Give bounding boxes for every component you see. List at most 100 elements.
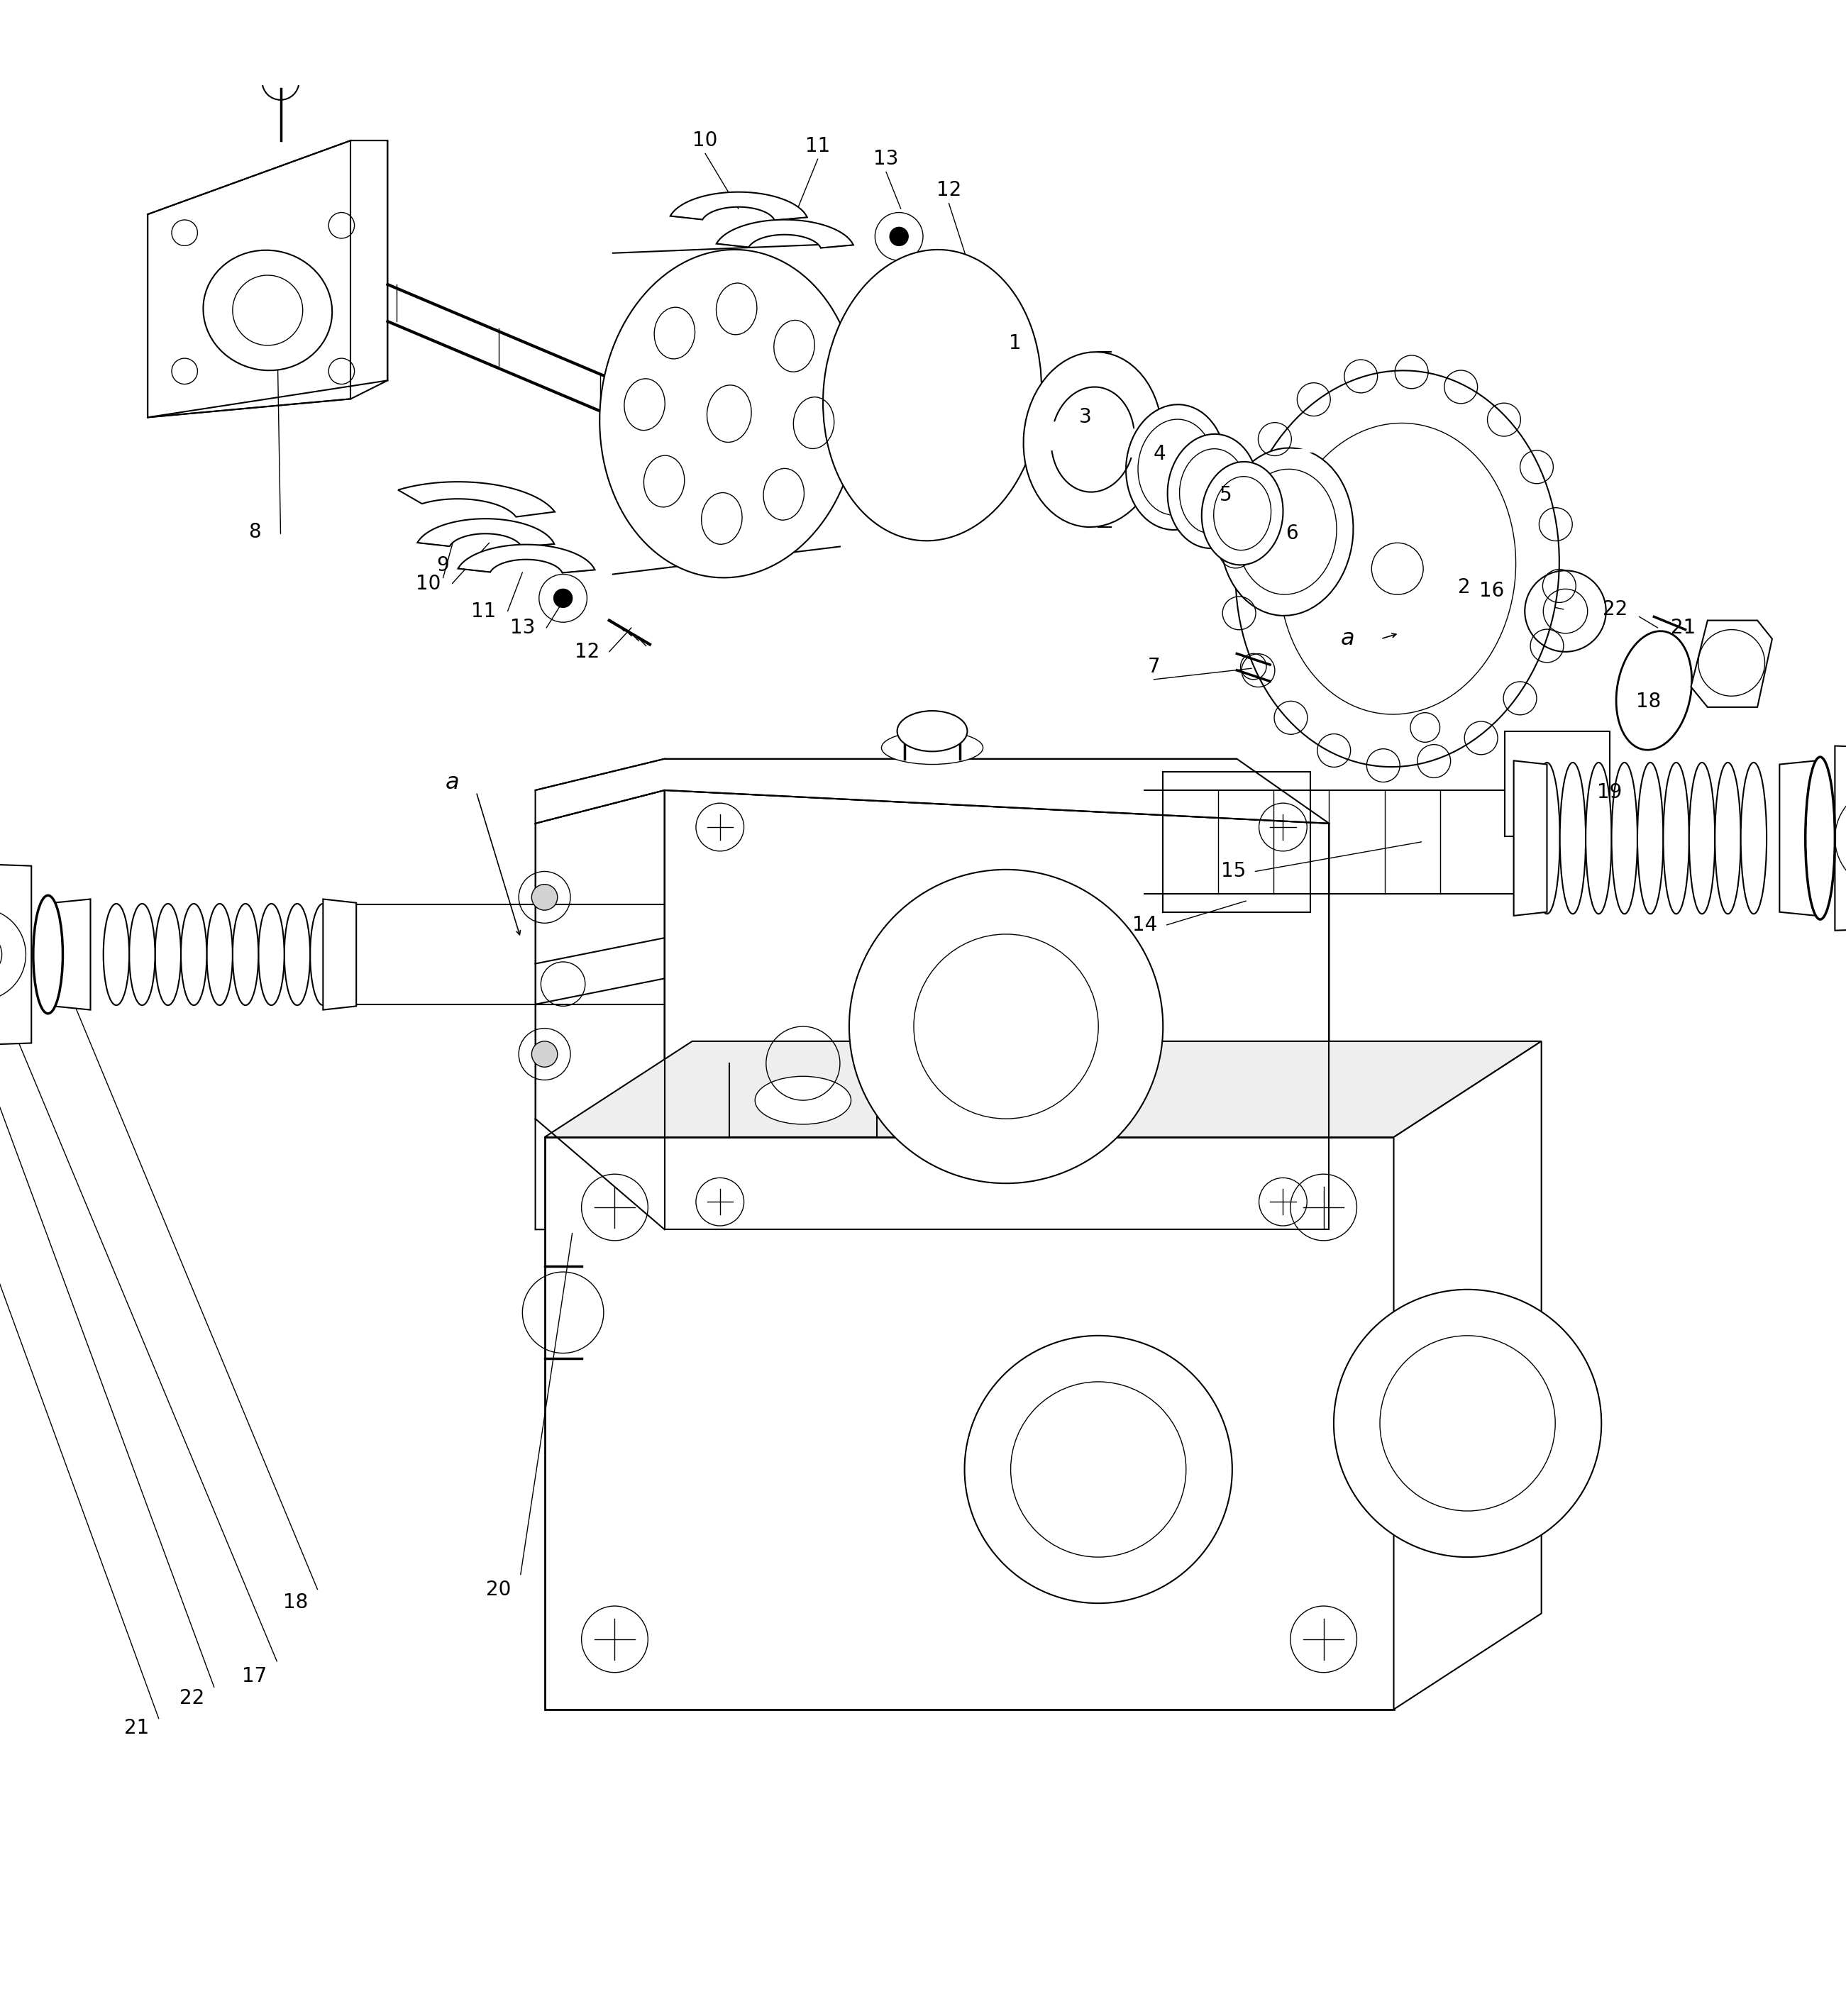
Polygon shape	[54, 899, 90, 1010]
Ellipse shape	[1381, 1337, 1554, 1510]
Ellipse shape	[1010, 1381, 1185, 1556]
Text: 4: 4	[1154, 444, 1165, 464]
Polygon shape	[0, 863, 31, 1046]
Ellipse shape	[1279, 423, 1516, 714]
Ellipse shape	[1333, 1290, 1602, 1556]
Ellipse shape	[1663, 762, 1689, 913]
Polygon shape	[1394, 1040, 1541, 1710]
Ellipse shape	[964, 1337, 1233, 1603]
Circle shape	[554, 589, 572, 607]
Polygon shape	[323, 899, 356, 1010]
Ellipse shape	[33, 895, 63, 1014]
Text: 19: 19	[1597, 782, 1623, 802]
Ellipse shape	[1167, 433, 1259, 548]
Ellipse shape	[203, 250, 332, 371]
Polygon shape	[545, 1040, 1541, 1137]
Text: 8: 8	[249, 522, 260, 542]
Ellipse shape	[103, 903, 129, 1006]
Text: 1: 1	[1010, 333, 1021, 353]
Ellipse shape	[1023, 353, 1163, 526]
Ellipse shape	[755, 1077, 851, 1125]
Ellipse shape	[1137, 419, 1215, 516]
Text: 13: 13	[509, 617, 535, 637]
Polygon shape	[1835, 746, 1846, 931]
Text: 3: 3	[1080, 407, 1091, 427]
Text: 21: 21	[1671, 617, 1696, 637]
Text: 18: 18	[1636, 691, 1661, 712]
Text: 11: 11	[471, 601, 497, 621]
Ellipse shape	[897, 712, 967, 752]
Text: 9: 9	[438, 554, 449, 575]
Ellipse shape	[155, 903, 181, 1006]
Polygon shape	[670, 192, 807, 220]
Ellipse shape	[258, 903, 284, 1006]
Ellipse shape	[233, 276, 303, 345]
Ellipse shape	[233, 903, 258, 1006]
Text: 16: 16	[1479, 581, 1504, 601]
Ellipse shape	[129, 903, 155, 1006]
Text: 18: 18	[282, 1593, 308, 1613]
Ellipse shape	[823, 250, 1041, 540]
Ellipse shape	[181, 903, 207, 1006]
Ellipse shape	[284, 903, 310, 1006]
Polygon shape	[1780, 760, 1816, 915]
Ellipse shape	[1220, 448, 1353, 615]
Ellipse shape	[914, 933, 1098, 1119]
Ellipse shape	[1126, 405, 1226, 530]
Ellipse shape	[1534, 762, 1560, 913]
Ellipse shape	[1612, 762, 1637, 913]
Text: 12: 12	[936, 179, 962, 200]
Circle shape	[532, 1040, 557, 1066]
Text: 10: 10	[415, 573, 441, 593]
Text: 21: 21	[124, 1718, 150, 1738]
Circle shape	[890, 228, 908, 246]
Ellipse shape	[849, 869, 1163, 1183]
Ellipse shape	[1202, 462, 1283, 564]
Ellipse shape	[1235, 371, 1560, 766]
Polygon shape	[458, 544, 594, 573]
Polygon shape	[148, 141, 388, 417]
Text: 2: 2	[1458, 577, 1469, 597]
Text: 5: 5	[1220, 486, 1231, 504]
Polygon shape	[716, 220, 853, 248]
Ellipse shape	[310, 903, 336, 1006]
Ellipse shape	[1805, 756, 1835, 919]
Ellipse shape	[882, 732, 982, 764]
Ellipse shape	[1689, 762, 1715, 913]
Ellipse shape	[1180, 450, 1246, 534]
Polygon shape	[399, 482, 556, 516]
Ellipse shape	[1715, 762, 1741, 913]
Text: 15: 15	[1220, 861, 1246, 881]
Ellipse shape	[1237, 470, 1337, 595]
Text: 11: 11	[805, 137, 831, 155]
Polygon shape	[1514, 760, 1547, 915]
Text: 10: 10	[692, 131, 718, 151]
Text: 20: 20	[485, 1579, 511, 1599]
Text: 14: 14	[1132, 915, 1157, 935]
Polygon shape	[1691, 621, 1772, 708]
Text: 12: 12	[574, 641, 600, 661]
Ellipse shape	[1586, 762, 1612, 913]
Text: 6: 6	[1287, 524, 1298, 544]
Ellipse shape	[207, 903, 233, 1006]
Text: 22: 22	[179, 1687, 205, 1708]
Ellipse shape	[1637, 762, 1663, 913]
Polygon shape	[545, 1137, 1394, 1710]
Text: 17: 17	[242, 1667, 268, 1685]
Ellipse shape	[1617, 631, 1691, 750]
Polygon shape	[535, 790, 665, 1230]
Polygon shape	[417, 518, 554, 546]
Polygon shape	[1504, 732, 1610, 837]
Ellipse shape	[600, 250, 858, 579]
Text: a: a	[445, 772, 460, 794]
Polygon shape	[665, 790, 1329, 1230]
Ellipse shape	[1741, 762, 1767, 913]
Text: 13: 13	[873, 149, 899, 169]
Text: 22: 22	[1602, 599, 1628, 619]
Text: 7: 7	[1148, 657, 1159, 677]
Circle shape	[532, 885, 557, 909]
Polygon shape	[535, 758, 1329, 823]
Text: a: a	[1340, 627, 1355, 649]
Ellipse shape	[1560, 762, 1586, 913]
Ellipse shape	[1213, 476, 1272, 550]
